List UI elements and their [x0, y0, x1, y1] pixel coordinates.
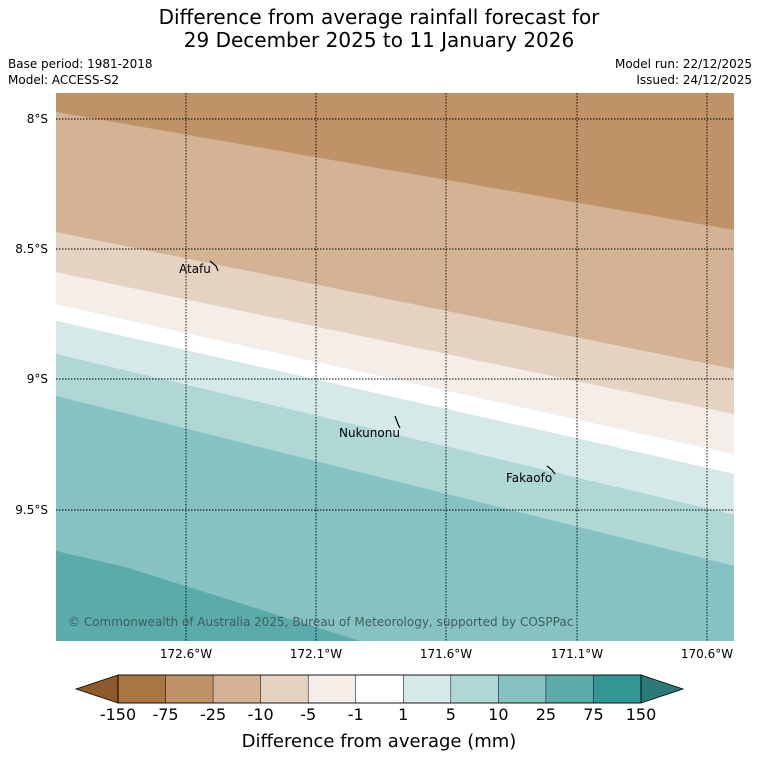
colorbar-segments — [117, 674, 642, 704]
band-25-to-75 — [56, 551, 360, 641]
atafu-outline-icon — [209, 260, 219, 272]
atoll-fakaofo[interactable]: Fakaofo — [506, 465, 556, 485]
band-minus-1-to-1 — [56, 304, 734, 474]
colorbar-segment — [307, 674, 357, 704]
colorbar-tick-label: -1 — [348, 705, 364, 724]
model-run-text: Model run: 22/12/2025 — [614, 57, 752, 71]
band-5-to-10 — [56, 354, 734, 566]
band-minus-25-to-minus-10 — [56, 112, 734, 369]
colorbar-segment — [260, 674, 309, 704]
band-minus-75-to-minus-25 — [56, 93, 734, 230]
lat-tick-label: 8°S — [27, 112, 48, 126]
lat-tick-label: 8.5°S — [15, 242, 48, 256]
colorbar-tick-label: -25 — [200, 705, 226, 724]
colorbar-tick-label: 5 — [446, 705, 456, 724]
place-label-atafu: Atafu — [179, 262, 211, 276]
colorbar-tick-label: 75 — [583, 705, 603, 724]
nukunonu-outline-icon — [394, 415, 401, 429]
band-1-to-5 — [56, 321, 734, 515]
colorbar-segment — [355, 674, 404, 704]
colorbar-segment — [593, 674, 642, 704]
place-label-nukunonu: Nukunonu — [339, 426, 400, 440]
lat-tick-label: 9.5°S — [15, 503, 48, 517]
lat-tick-label: 9°S — [27, 372, 48, 386]
colorbar-frame — [117, 674, 642, 704]
lat-tick-labels: 8°S 8.5°S 9°S 9.5°S — [15, 112, 48, 517]
lon-tick-label: 172.6°W — [160, 647, 212, 661]
colorbar-segment — [117, 674, 167, 704]
graticule — [56, 93, 734, 641]
base-period-text: Base period: 1981-2018 — [8, 57, 153, 71]
lon-tick-label: 172.1°W — [290, 647, 342, 661]
colorbar-over-arrow — [640, 674, 685, 704]
colorbar-segment — [403, 674, 452, 704]
copyright-credit: © Commonwealth of Australia 2025, Bureau… — [68, 615, 573, 629]
colorbar-tick-label: -150 — [100, 705, 136, 724]
colorbar-segment — [545, 674, 595, 704]
lon-tick-label: 171.1°W — [551, 647, 603, 661]
fakaofo-outline-icon — [546, 465, 556, 475]
atoll-nukunonu[interactable]: Nukunonu — [339, 415, 401, 440]
issued-text: Issued: 24/12/2025 — [636, 73, 752, 87]
colorbar-tick-label: -75 — [152, 705, 178, 724]
lon-tick-label: 170.6°W — [681, 647, 733, 661]
colorbar-tick-label: -5 — [300, 705, 316, 724]
colorbar-tick-label: 10 — [488, 705, 508, 724]
colorbar-tick-label: -10 — [248, 705, 274, 724]
lon-tick-labels: 172.6°W 172.1°W 171.6°W 171.1°W 170.6°W — [160, 647, 733, 661]
colorbar-tick-label: 25 — [536, 705, 556, 724]
colorbar-segment — [165, 674, 214, 704]
colorbar-under-arrow — [74, 674, 119, 704]
colorbar: -150 -75 -25 -10 -5 -1 1 5 10 25 75 150 Difference … — [74, 674, 685, 752]
contour-bands — [56, 93, 734, 641]
place-label-fakaofo: Fakaofo — [506, 471, 552, 485]
band-minus-10-to-minus-5 — [56, 232, 734, 414]
colorbar-tick-labels: -150 -75 -25 -10 -5 -1 1 5 10 25 75 150 — [100, 705, 656, 724]
chart-title-line-1: Difference from average rainfall forecas… — [158, 5, 600, 29]
colorbar-segment — [212, 674, 262, 704]
colorbar-tick-label: 1 — [398, 705, 408, 724]
chart-title-line-2: 29 December 2025 to 11 January 2026 — [183, 28, 575, 52]
atoll-atafu[interactable]: Atafu — [179, 260, 219, 276]
colorbar-tick-label: 150 — [626, 705, 657, 724]
band-minus-5-to-minus-1 — [56, 272, 734, 454]
colorbar-segment — [450, 674, 499, 704]
colorbar-segment — [498, 674, 547, 704]
colorbar-label: Difference from average (mm) — [242, 731, 517, 752]
lon-tick-label: 171.6°W — [420, 647, 472, 661]
model-text: Model: ACCESS-S2 — [8, 73, 120, 87]
